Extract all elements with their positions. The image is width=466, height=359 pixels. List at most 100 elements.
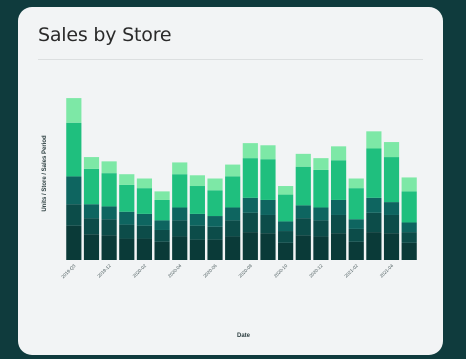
bar-segment	[313, 207, 329, 221]
bar-segment	[119, 224, 135, 239]
bar-segment	[383, 157, 400, 203]
bar-segment	[66, 98, 82, 123]
x-tick-label: 2020-10	[273, 263, 289, 279]
bar-segment	[225, 164, 241, 177]
bar-segment	[348, 178, 364, 189]
bar-segment	[101, 161, 117, 174]
bar-segment	[101, 219, 117, 236]
bar-segment	[278, 194, 294, 222]
chart-card: Sales by Store 2019-Q3 2019-12 2020-02 2020…	[18, 7, 443, 355]
bar-segment	[401, 191, 417, 223]
bar-segment	[295, 205, 311, 219]
bar-segment	[366, 197, 382, 213]
x-tick-label: 2020-06	[202, 263, 218, 279]
x-tick-label: 2020-08	[238, 263, 254, 279]
bar-segment	[242, 143, 258, 159]
bar-segment	[295, 235, 311, 260]
bar-segment	[136, 188, 153, 214]
bar-segment	[242, 197, 258, 213]
bar-segment	[225, 207, 241, 221]
bar-segment	[242, 158, 258, 198]
bar-segment	[278, 242, 294, 260]
bar-segment	[383, 202, 400, 215]
bar-segment	[260, 145, 276, 160]
bar-segment	[225, 236, 241, 260]
bar-segment	[313, 236, 329, 260]
bar-segment	[83, 218, 100, 235]
x-tick-label: 2021-02	[343, 263, 359, 279]
bar-segment	[260, 233, 276, 260]
bar-segment	[207, 226, 223, 240]
bar-segment	[383, 233, 400, 260]
bar-segment	[66, 225, 82, 260]
bar-segment	[278, 186, 294, 195]
bar-segment	[207, 216, 223, 227]
bar-segment	[242, 212, 258, 233]
bar-segment	[172, 220, 188, 237]
bar-segment	[278, 221, 294, 232]
bar-segment	[136, 213, 153, 226]
bar-segment	[330, 160, 347, 200]
bar-segment	[66, 176, 82, 205]
bar-segment	[330, 146, 347, 161]
bar-segment	[260, 159, 276, 200]
bar-segment	[366, 148, 382, 198]
x-tick-label: 2020-12	[308, 263, 324, 279]
bar-segment	[101, 235, 117, 260]
bar-segment	[383, 214, 400, 234]
bar-segment	[136, 238, 153, 260]
bar-segment	[366, 232, 382, 260]
bar-segment	[330, 199, 347, 215]
x-tick-label: 2021-04	[379, 263, 395, 279]
bar-segment	[207, 239, 223, 260]
title-divider	[38, 59, 423, 60]
bar-segment	[119, 184, 135, 212]
bar-segment	[260, 214, 276, 234]
bar-segment	[172, 162, 188, 175]
bar-segment	[242, 232, 258, 260]
bar-segment	[260, 199, 276, 215]
bar-segment	[295, 153, 311, 167]
bar-segment	[383, 142, 400, 158]
bar-segment	[313, 169, 329, 208]
bar-segment	[348, 188, 364, 220]
bar-segment	[119, 211, 135, 225]
bar-segment	[154, 229, 170, 242]
bar-segment	[189, 239, 205, 260]
bar-segment	[101, 206, 117, 220]
bar-segment	[207, 178, 223, 191]
bar-segment	[66, 122, 82, 177]
bar-segment	[348, 241, 364, 260]
x-tick-label: 2020-02	[132, 263, 148, 279]
bar-segment	[189, 213, 205, 226]
bar-segment	[154, 241, 170, 260]
bar-segment	[83, 234, 100, 260]
bar-segment	[207, 190, 223, 217]
bar-segment	[83, 168, 100, 205]
chart-title: Sales by Store	[38, 24, 172, 46]
bar-segment	[154, 199, 170, 221]
stacked-bar-chart: 2019-Q3 2019-12 2020-02 2020-04 2020-06 2020-…	[42, 98, 417, 339]
bar-segment	[172, 174, 188, 208]
bar-segment	[83, 204, 100, 219]
x-axis-label: Date	[237, 333, 251, 339]
bar-segment	[348, 228, 364, 242]
bar-segment	[154, 220, 170, 230]
bar-segment	[401, 177, 417, 192]
bar-segment	[225, 220, 241, 237]
bar-segment	[295, 218, 311, 236]
bar-segment	[295, 166, 311, 206]
bar-segment	[330, 214, 347, 234]
bar-segment	[313, 220, 329, 237]
bar-segment	[172, 236, 188, 260]
bar-segment	[119, 238, 135, 260]
bar-segment	[313, 158, 329, 170]
bar-segment	[154, 191, 170, 200]
bar-segment	[225, 176, 241, 208]
bar-segment	[172, 207, 188, 221]
bar-segment	[401, 242, 417, 260]
bar-segment	[136, 178, 153, 189]
x-tick-label: 2020-04	[167, 263, 183, 279]
bar-segment	[401, 222, 417, 233]
bar-segment	[83, 157, 100, 169]
